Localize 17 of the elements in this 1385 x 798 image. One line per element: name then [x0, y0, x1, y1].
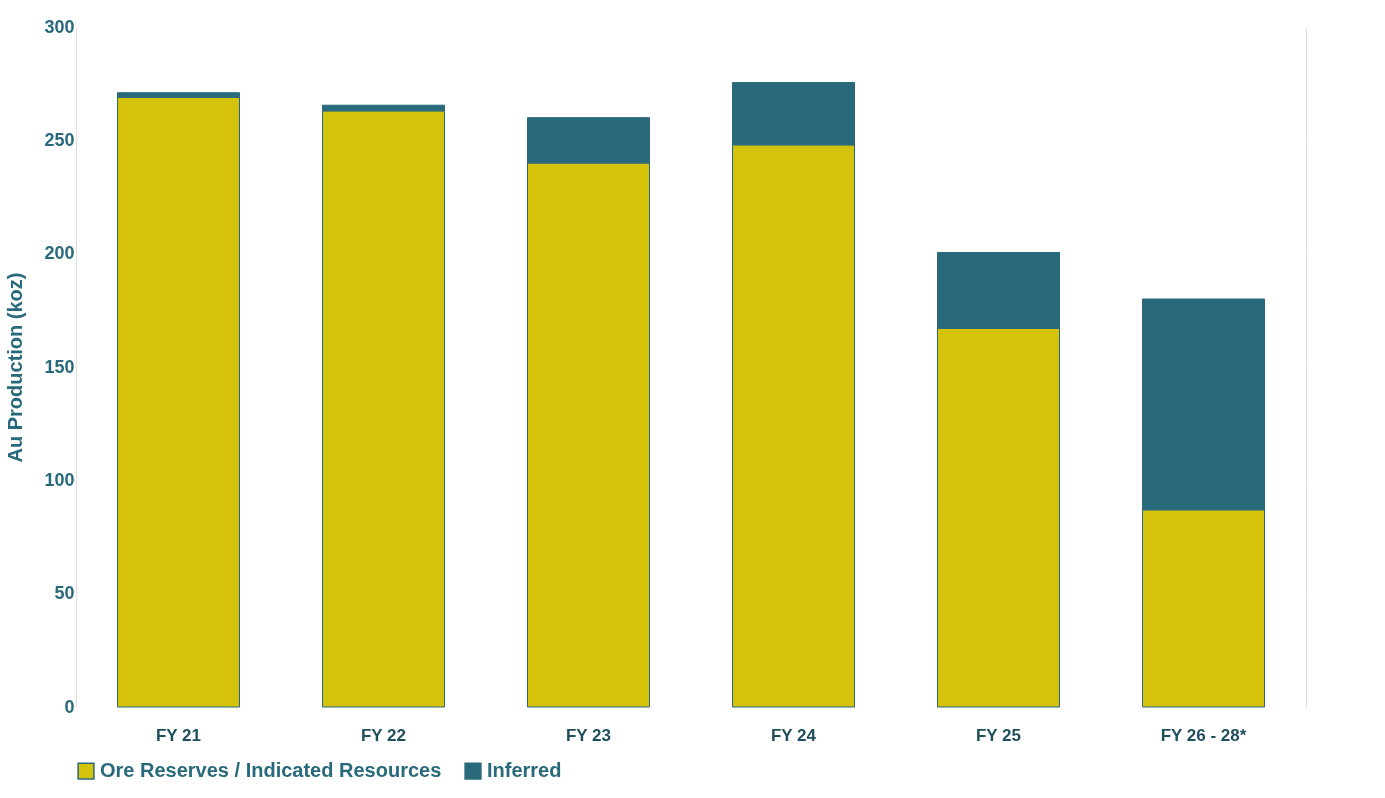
y-tick-label: 50	[54, 583, 75, 604]
x-tick-label: FY 25	[975, 725, 1022, 745]
legend-label: Ore Reserves / Indicated Resources	[100, 759, 442, 782]
x-tick-label: FY 24	[770, 725, 817, 745]
y-tick-label: 250	[44, 129, 75, 150]
legend-label: Inferred	[487, 759, 562, 782]
x-tick-label: FY 26 - 28*	[1160, 725, 1247, 745]
y-axis-title: Au Production (koz)	[4, 272, 27, 463]
y-tick-label: 0	[64, 696, 75, 717]
y-tick-label: 100	[44, 469, 75, 490]
y-tick-label: 150	[44, 356, 75, 377]
y-tick-label: 300	[44, 16, 75, 37]
x-tick-label: FY 21	[155, 725, 202, 745]
x-tick-label: FY 23	[565, 725, 612, 745]
y-tick-label: 200	[44, 243, 75, 264]
x-tick-label: FY 22	[360, 725, 407, 745]
bar	[117, 96, 240, 708]
